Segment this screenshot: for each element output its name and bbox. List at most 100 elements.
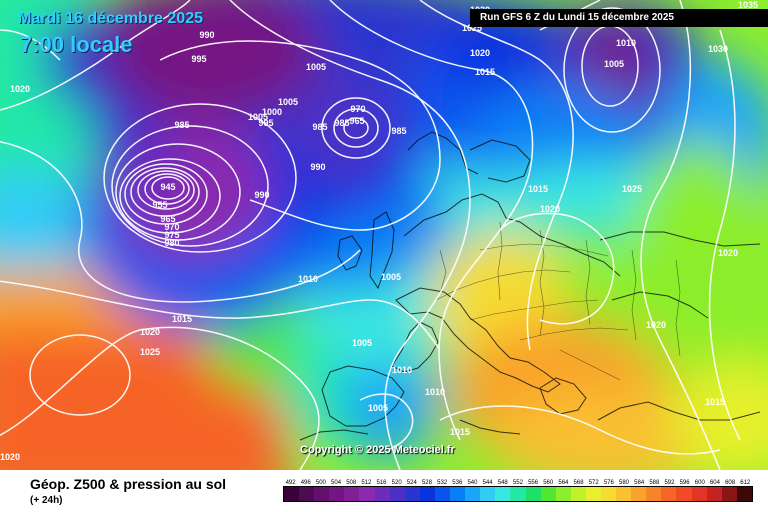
legend-swatch: [480, 487, 496, 501]
forecast-time: 7:00 locale: [20, 32, 133, 57]
color-scale-legend: 492 496 500 504 508 512 516 520 524 528 532 536 540 5…: [283, 480, 753, 502]
isobar-label: 1020: [10, 84, 30, 94]
isobar-label: 990: [199, 30, 214, 40]
legend-label: 584: [634, 480, 645, 486]
legend-label: 524: [406, 480, 417, 486]
legend-swatch: [661, 487, 677, 501]
legend-label: 536: [452, 480, 463, 486]
legend-swatch: [646, 487, 662, 501]
legend-label: 604: [709, 480, 720, 486]
isobar-label: 995: [258, 118, 273, 128]
isobar-label: 970: [164, 222, 179, 232]
legend-swatch: [721, 487, 737, 501]
isobar-label: 1005: [604, 59, 624, 69]
legend-label: 520: [391, 480, 402, 486]
country-borders: [435, 221, 681, 381]
legend-swatch: [359, 487, 375, 501]
isobar-label: 1020: [0, 452, 20, 462]
legend-bar: [283, 486, 753, 502]
legend-swatch: [736, 487, 752, 501]
legend-label: 572: [588, 480, 599, 486]
legend-swatch: [419, 487, 435, 501]
legend-label: 504: [331, 480, 342, 486]
isobar-label: 970: [350, 104, 365, 114]
parameter-title: Géop. Z500 & pression au sol: [30, 476, 227, 492]
forecast-map: 990 995 1020 1030 1035 1025 1020 1015 1005 1010 10…: [0, 0, 768, 470]
legend-label: 556: [528, 480, 539, 486]
legend-swatch: [450, 487, 466, 501]
legend-label: 500: [315, 480, 326, 486]
legend-swatch: [495, 487, 511, 501]
legend-labels: 492 496 500 504 508 512 516 520 524 528 532 536 540 5…: [283, 480, 753, 486]
forecast-lead-time: (+ 24h): [30, 495, 63, 506]
isobar-label: 1020: [540, 204, 560, 214]
legend-label: 532: [437, 480, 448, 486]
isobar-label: 965: [349, 116, 364, 126]
legend-swatch: [540, 487, 556, 501]
isobar-label: 1015: [450, 427, 470, 437]
legend-swatch: [314, 487, 330, 501]
isobar-label: 1020: [140, 327, 160, 337]
map-footer: Géop. Z500 & pression au sol (+ 24h) 492…: [0, 470, 768, 512]
legend-swatch: [691, 487, 707, 501]
isobar-label: 1020: [646, 320, 666, 330]
isobar-label: 1010: [298, 274, 318, 284]
legend-label: 588: [649, 480, 660, 486]
isobar-label: 945: [160, 182, 175, 192]
forecast-date: Mardi 16 décembre 2025: [18, 10, 203, 27]
legend-swatch: [631, 487, 647, 501]
isobar-label: 990: [254, 190, 269, 200]
copyright-notice: Copyright © 2025 Meteociel.fr: [300, 444, 455, 456]
isobar-label: 1020: [470, 48, 490, 58]
legend-label: 568: [573, 480, 584, 486]
legend-swatch: [404, 487, 420, 501]
legend-label: 608: [725, 480, 736, 486]
isobar-label: 1005: [248, 112, 268, 122]
isobar-label: 985: [312, 122, 327, 132]
isobar-label: 1010: [616, 38, 636, 48]
legend-label: 564: [558, 480, 569, 486]
isobar-label: 985: [174, 120, 189, 130]
legend-label: 548: [497, 480, 508, 486]
legend-label: 492: [285, 480, 296, 486]
isobar-label: 1005: [306, 62, 326, 72]
legend-swatch: [676, 487, 692, 501]
isobar-label: 975: [164, 230, 179, 240]
isobar-label: 980: [164, 238, 179, 248]
legend-label: 516: [376, 480, 387, 486]
legend-label: 552: [512, 480, 523, 486]
isobar-label: 1005: [368, 403, 388, 413]
isobar-label: 965: [160, 214, 175, 224]
isobar-label: 955: [152, 200, 167, 210]
isobar-label: 995: [191, 54, 206, 64]
isobar-label: 985: [334, 118, 349, 128]
model-run-banner: Run GFS 6 Z du Lundi 15 décembre 2025: [470, 9, 768, 27]
legend-label: 508: [346, 480, 357, 486]
legend-label: 596: [679, 480, 690, 486]
legend-swatch: [434, 487, 451, 501]
legend-label: 580: [619, 480, 630, 486]
isobar-labels: 990 995 1020 1030 1035 1025 1020 1015 1005 1010 10…: [0, 0, 758, 462]
isobar-label: 1000: [262, 107, 282, 117]
isobar-label: 1025: [462, 23, 482, 33]
isobar-label: 1010: [392, 365, 412, 375]
legend-label: 544: [482, 480, 493, 486]
legend-swatch: [600, 487, 617, 501]
isobar-label: 985: [391, 126, 406, 136]
legend-label: 612: [740, 480, 751, 486]
legend-label: 576: [603, 480, 614, 486]
legend-swatch: [465, 487, 481, 501]
legend-swatch: [389, 487, 405, 501]
legend-swatch: [616, 487, 632, 501]
legend-swatch: [525, 487, 541, 501]
legend-label: 560: [543, 480, 554, 486]
isobar-label: 1015: [528, 184, 548, 194]
legend-label: 528: [421, 480, 432, 486]
legend-label: 540: [467, 480, 478, 486]
isobar-label: 1015: [172, 314, 192, 324]
legend-label: 496: [300, 480, 311, 486]
legend-swatch: [284, 487, 300, 501]
isobar-label: 1015: [475, 67, 495, 77]
isobar-label: 1030: [708, 44, 728, 54]
isobar-label: 1005: [381, 272, 401, 282]
